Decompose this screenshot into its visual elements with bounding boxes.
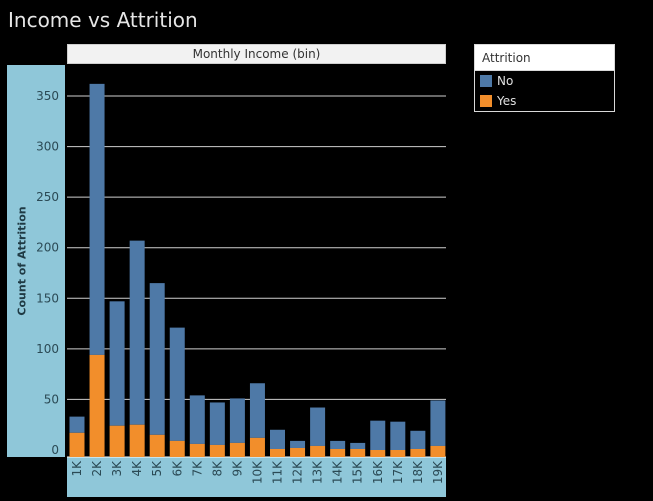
bar-yes-7K xyxy=(189,443,205,457)
y-tick-label: 200 xyxy=(36,241,59,255)
bar-no-18K xyxy=(410,430,426,449)
x-tick-label: 1K xyxy=(70,460,84,477)
x-axis-band xyxy=(67,457,446,497)
bar-no-8K xyxy=(209,402,225,445)
x-tick-label: 8K xyxy=(210,460,224,477)
bar-yes-10K xyxy=(249,437,265,457)
x-tick-label: 4K xyxy=(130,460,144,477)
bar-yes-16K xyxy=(370,450,386,457)
bar-no-13K xyxy=(310,407,326,446)
legend-label-yes: Yes xyxy=(497,94,517,108)
bar-yes-5K xyxy=(149,434,165,457)
legend: Attrition No Yes xyxy=(474,44,615,112)
bar-yes-1K xyxy=(69,432,85,457)
bar-no-16K xyxy=(370,420,386,450)
bar-yes-15K xyxy=(350,448,366,457)
bar-yes-3K xyxy=(109,425,125,457)
bar-no-11K xyxy=(270,429,285,449)
bar-yes-17K xyxy=(390,450,406,457)
bar-yes-2K xyxy=(89,354,105,457)
legend-item-no[interactable]: No xyxy=(475,71,614,91)
bar-no-9K xyxy=(229,398,245,443)
bar-no-1K xyxy=(69,416,85,433)
bar-no-17K xyxy=(390,421,406,450)
bar-no-12K xyxy=(290,440,306,448)
column-header: Monthly Income (bin) xyxy=(67,44,446,64)
bar-yes-9K xyxy=(229,442,245,457)
x-tick-label: 6K xyxy=(170,460,184,477)
bar-no-2K xyxy=(89,83,105,355)
x-tick-label: 10K xyxy=(250,460,264,484)
bar-yes-13K xyxy=(310,445,326,457)
y-tick-label: 100 xyxy=(36,342,59,356)
bar-no-6K xyxy=(169,327,185,441)
legend-title: Attrition xyxy=(475,45,614,71)
chart-title: Income vs Attrition xyxy=(8,8,198,32)
bar-no-14K xyxy=(330,440,346,449)
x-tick-label: 18K xyxy=(411,460,425,484)
x-tick-label: 7K xyxy=(190,460,204,477)
x-tick-label: 15K xyxy=(351,460,365,484)
legend-swatch-yes xyxy=(480,95,492,107)
bar-yes-14K xyxy=(330,448,346,457)
legend-label-no: No xyxy=(497,74,514,88)
bar-yes-19K xyxy=(430,445,446,457)
x-tick-label: 17K xyxy=(391,460,405,484)
bar-no-15K xyxy=(350,442,366,449)
bar-no-5K xyxy=(149,283,165,435)
x-tick-label: 9K xyxy=(230,460,244,477)
x-tick-label: 12K xyxy=(291,460,305,484)
legend-swatch-no xyxy=(480,75,492,87)
bar-yes-12K xyxy=(290,447,306,457)
y-tick-label: 350 xyxy=(36,89,59,103)
x-tick-label: 13K xyxy=(311,460,325,484)
y-tick-label: 50 xyxy=(44,392,59,406)
x-tick-label: 5K xyxy=(150,460,164,477)
y-tick-label: 150 xyxy=(36,291,59,305)
bar-no-19K xyxy=(430,400,446,446)
x-tick-label: 16K xyxy=(371,460,385,484)
legend-item-yes[interactable]: Yes xyxy=(475,91,614,111)
x-tick-label: 11K xyxy=(271,460,285,484)
bar-no-4K xyxy=(129,240,145,425)
x-tick-label: 3K xyxy=(110,460,124,477)
bar-no-3K xyxy=(109,301,125,426)
x-tick-label: 14K xyxy=(331,460,345,484)
bar-yes-8K xyxy=(209,444,225,457)
y-tick-label: 0 xyxy=(51,443,59,457)
bar-yes-18K xyxy=(410,448,426,457)
bar-no-10K xyxy=(249,383,265,438)
bar-yes-11K xyxy=(270,448,285,457)
bar-yes-6K xyxy=(169,440,185,457)
x-tick-label: 2K xyxy=(90,460,104,477)
y-tick-label: 250 xyxy=(36,190,59,204)
x-tick-label: 19K xyxy=(431,460,445,484)
bar-yes-4K xyxy=(129,424,145,457)
y-tick-label: 300 xyxy=(36,140,59,154)
y-axis-band xyxy=(7,65,65,457)
bar-no-7K xyxy=(189,395,205,444)
